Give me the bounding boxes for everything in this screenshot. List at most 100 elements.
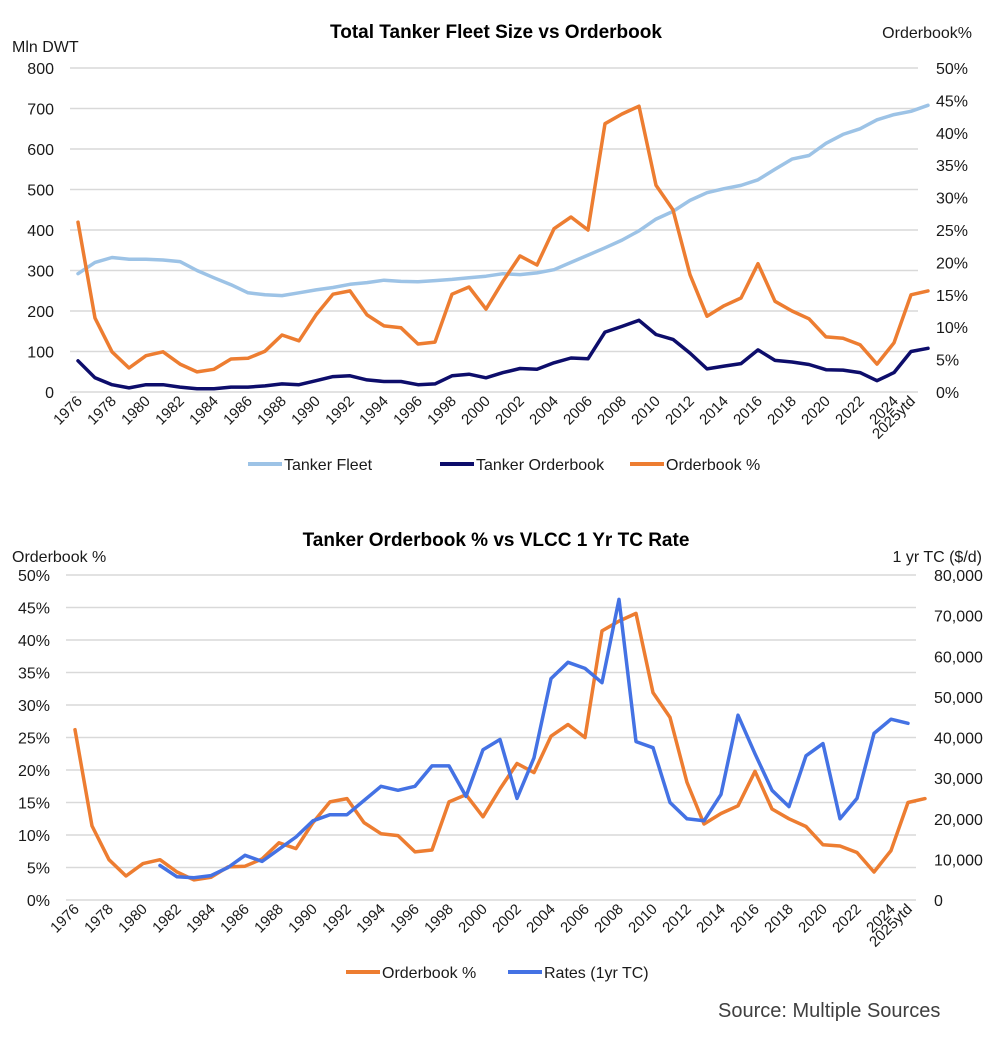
y-tick-label: 800 (27, 61, 54, 78)
x-tick-label: 2004 (523, 901, 559, 937)
x-tick-label: 1976 (50, 393, 86, 429)
x-tick-label: 2016 (730, 393, 766, 429)
x-tick-label: 1978 (81, 901, 117, 937)
x-axis-ticks: 1976197819801982198419861988199019921994… (47, 901, 916, 951)
x-tick-label: 1998 (421, 901, 457, 937)
x-tick-label: 1994 (356, 393, 392, 429)
gridlines (70, 67, 918, 393)
gridlines (66, 574, 916, 901)
x-tick-label: 1988 (251, 901, 287, 937)
y2-tick-label: 45% (936, 93, 968, 110)
legend-label: Orderbook % (382, 965, 476, 982)
y-tick-label: 10% (18, 828, 50, 845)
x-tick-label: 1980 (115, 901, 151, 937)
y2-tick-label: 40% (936, 126, 968, 143)
y-axis-label-right: 1 yr TC ($/d) (893, 549, 983, 566)
legend: Tanker Fleet Tanker Orderbook Orderbook % (248, 457, 760, 474)
y2-tick-label: 50,000 (934, 690, 983, 707)
chart-orderbook-vs-rates: Tanker Orderbook % vs VLCC 1 Yr TC Rate … (12, 530, 983, 982)
x-tick-label: 1980 (118, 393, 154, 429)
x-tick-label: 1978 (84, 393, 120, 429)
y2-tick-label: 40,000 (934, 731, 983, 748)
chart-fleet-vs-orderbook: Total Tanker Fleet Size vs Orderbook Mln… (12, 22, 972, 474)
x-tick-label: 2020 (795, 901, 831, 937)
y-axis-ticks-left: 0 100 200 300 400 500 600 700 800 (27, 61, 54, 402)
y-tick-label: 30% (18, 698, 50, 715)
x-tick-label: 2018 (764, 393, 800, 429)
series-line-tanker-fleet (76, 103, 930, 298)
y-tick-label: 600 (27, 142, 54, 159)
y-axis-label-left: Mln DWT (12, 39, 79, 56)
series-group (73, 597, 927, 882)
x-tick-label: 1992 (322, 393, 358, 429)
y-tick-label: 200 (27, 304, 54, 321)
x-tick-label: 2006 (557, 901, 593, 937)
x-tick-label: 1990 (288, 393, 324, 429)
x-tick-label: 2012 (662, 393, 698, 429)
legend-label: Tanker Orderbook (476, 457, 605, 474)
x-tick-label: 1990 (285, 901, 321, 937)
x-tick-label: 1988 (254, 393, 290, 429)
y-tick-label: 35% (18, 666, 50, 683)
y2-tick-label: 70,000 (934, 609, 983, 626)
y-axis-label-left: Orderbook % (12, 549, 106, 566)
x-tick-label: 1982 (152, 393, 188, 429)
y2-tick-label: 0% (936, 385, 959, 402)
legend-label: Orderbook % (666, 457, 760, 474)
x-tick-label: 2014 (696, 393, 732, 429)
series-line-orderbook (73, 611, 927, 882)
y-tick-label: 25% (18, 731, 50, 748)
x-tick-label: 2020 (798, 393, 834, 429)
y2-tick-label: 25% (936, 223, 968, 240)
x-tick-label: 2004 (526, 393, 562, 429)
y-tick-label: 5% (27, 861, 50, 878)
y2-tick-label: 20% (936, 255, 968, 272)
x-tick-label: 2006 (560, 393, 596, 429)
x-tick-label: 1994 (353, 901, 389, 937)
series-line-tanker-orderbook (76, 318, 930, 391)
y-tick-label: 50% (18, 568, 50, 585)
y-tick-label: 500 (27, 183, 54, 200)
y2-tick-label: 50% (936, 61, 968, 78)
x-tick-label: 1976 (47, 901, 83, 937)
y2-tick-label: 0 (934, 893, 943, 910)
y2-tick-label: 60,000 (934, 649, 983, 666)
legend-label: Tanker Fleet (284, 457, 373, 474)
x-tick-label: 1984 (183, 901, 219, 937)
x-tick-label: 2008 (594, 393, 630, 429)
y2-tick-label: 20,000 (934, 812, 983, 829)
x-tick-label: 2000 (455, 901, 491, 937)
x-tick-label: 2022 (832, 393, 868, 429)
y-tick-label: 45% (18, 601, 50, 618)
y-tick-label: 40% (18, 633, 50, 650)
y-tick-label: 700 (27, 102, 54, 119)
y-axis-label-right: Orderbook% (882, 25, 972, 42)
x-tick-label: 2008 (591, 901, 627, 937)
x-tick-label: 2022 (829, 901, 865, 937)
y-axis-ticks-right: 0 10,000 20,000 30,000 40,000 50,000 60,000 70,… (934, 568, 983, 910)
y-tick-label: 0 (45, 385, 54, 402)
x-tick-label: 2002 (492, 393, 528, 429)
series-group (76, 103, 930, 391)
y-tick-label: 15% (18, 796, 50, 813)
y2-tick-label: 30% (936, 191, 968, 208)
x-tick-label: 2002 (489, 901, 525, 937)
y-tick-label: 0% (27, 893, 50, 910)
x-tick-label: 1992 (319, 901, 355, 937)
y2-tick-label: 30,000 (934, 771, 983, 788)
y-tick-label: 100 (27, 345, 54, 362)
x-tick-label: 2010 (625, 901, 661, 937)
x-tick-label: 2000 (458, 393, 494, 429)
x-tick-label: 2010 (628, 393, 664, 429)
x-tick-label: 1996 (387, 901, 423, 937)
source-note: Source: Multiple Sources (718, 1000, 941, 1022)
x-axis-ticks: 1976197819801982198419861988199019921994… (50, 393, 919, 443)
y2-tick-label: 5% (936, 353, 959, 370)
x-tick-label: 2014 (693, 901, 729, 937)
series-line-orderbook (76, 104, 930, 374)
y-tick-label: 20% (18, 763, 50, 780)
x-tick-label: 1984 (186, 393, 222, 429)
y2-tick-label: 10,000 (934, 852, 983, 869)
y-axis-ticks-left: 0% 5% 10% 15% 20% 25% 30% 35% 40% 45% 50% (18, 568, 50, 910)
